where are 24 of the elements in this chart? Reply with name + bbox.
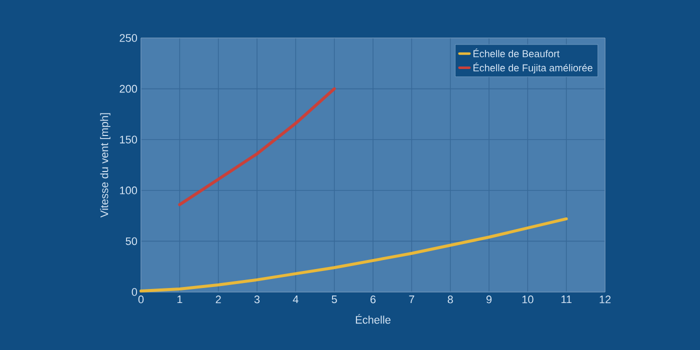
y-tick-label: 150 [120,136,138,144]
x-tick-label: 0 [138,296,144,304]
x-tick-label: 6 [370,296,376,304]
x-tick-label: 7 [409,296,414,304]
y-tick-label: 50 [126,237,138,246]
x-tick-label: 1 [177,296,182,304]
x-tick-label: 8 [448,296,453,304]
legend-label: Échelle de Beaufort [474,48,560,58]
x-axis-title: Échelle [356,314,390,324]
x-tick-label: 2 [216,296,221,304]
x-tick-label: 10 [522,296,534,304]
x-tick-label: 4 [292,296,298,304]
y-tick-label: 0 [132,288,138,296]
y-tick-label: 250 [120,34,138,42]
legend-label: Échelle de Fujita améliorée [474,62,592,74]
x-tick-label: 5 [332,296,337,304]
y-axis-title: Vitesse du vent [mph] [100,113,110,218]
x-tick-label: 9 [486,296,492,304]
y-tick-label: 100 [120,186,138,194]
y-tick-label: 200 [120,84,138,93]
x-tick-label: 3 [254,296,260,304]
x-tick-label: 11 [561,296,572,304]
x-tick-label: 12 [600,296,611,304]
line-series [178,87,336,206]
